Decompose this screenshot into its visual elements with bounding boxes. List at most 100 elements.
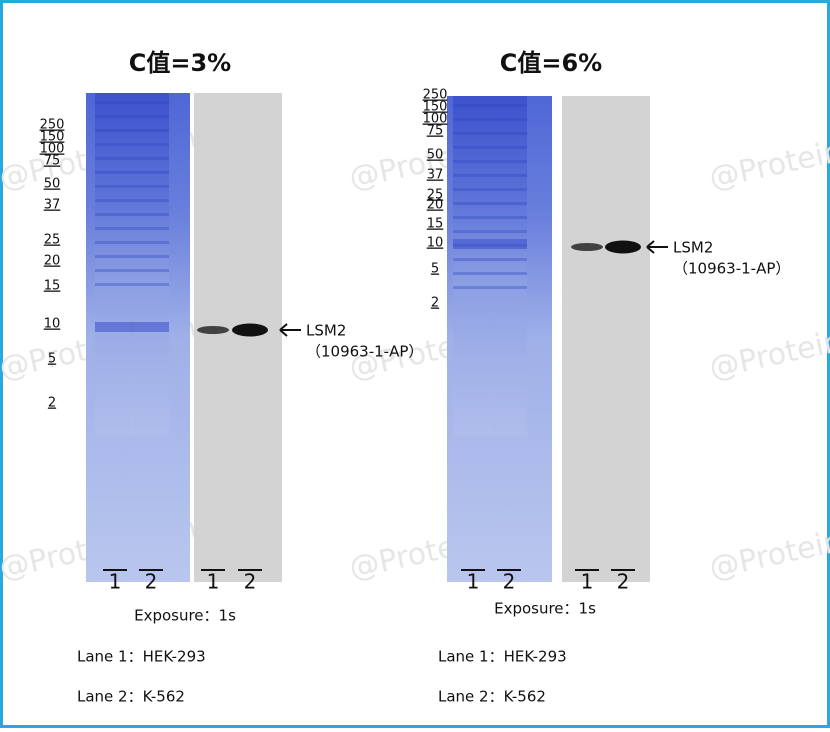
gel-band	[131, 283, 169, 286]
lane-number: 1	[207, 570, 220, 594]
gel-band	[131, 157, 169, 160]
marker-label: 37	[427, 168, 444, 183]
marker-label: 5	[431, 262, 439, 277]
marker-label: 75	[44, 154, 61, 169]
marker-label: 15	[44, 279, 61, 294]
marker-label: 150	[40, 130, 65, 145]
marker-label: 50	[44, 177, 61, 192]
marker-label: 2	[431, 296, 439, 311]
marker-label: 15	[427, 217, 444, 232]
gel-band	[489, 132, 527, 135]
gel-band	[489, 286, 527, 289]
gel-band	[131, 255, 169, 258]
marker-label: 250	[40, 118, 65, 133]
blot	[194, 93, 282, 582]
blot-band	[232, 323, 268, 337]
gel-band	[131, 241, 169, 244]
lane-number: 2	[617, 570, 630, 594]
gel-band	[95, 322, 133, 332]
gel-lane	[95, 93, 133, 436]
antibody-label: （10963-1-AP）	[306, 343, 423, 361]
exposure: Exposure：1s	[134, 607, 236, 625]
gel-band	[95, 157, 133, 160]
gel-band	[489, 188, 527, 191]
gel-band	[131, 185, 169, 188]
gel-band	[95, 213, 133, 216]
gel-band	[95, 283, 133, 286]
gel-band	[453, 104, 491, 107]
lane-legend: Lane 2：K-562	[438, 688, 546, 706]
antibody-label: （10963-1-AP）	[673, 260, 790, 278]
lane-number: 1	[109, 570, 122, 594]
gel-band	[453, 216, 491, 219]
gel-band	[95, 199, 133, 202]
lane-number: 2	[503, 570, 516, 594]
gel-band	[453, 202, 491, 205]
watermark: @Proteintech	[706, 310, 830, 386]
gel-band	[131, 101, 169, 104]
gel-band	[453, 146, 491, 149]
gel-band	[489, 104, 527, 107]
gel-band	[489, 146, 527, 149]
blot-band	[605, 240, 641, 254]
gel-band	[489, 239, 527, 249]
lane-number: 2	[145, 570, 158, 594]
blot-band	[197, 326, 229, 334]
gel-band	[95, 185, 133, 188]
gel-band	[489, 174, 527, 177]
gel-band	[453, 188, 491, 191]
gel-band	[131, 213, 169, 216]
gel-band	[131, 227, 169, 230]
band-label: LSM2	[306, 322, 346, 340]
marker-label: 250	[423, 88, 448, 103]
gel-band	[489, 118, 527, 121]
marker-label: 150	[423, 100, 448, 115]
gel-band	[453, 272, 491, 275]
gel-band	[489, 258, 527, 261]
gel-band	[453, 239, 491, 249]
marker-label: 10	[427, 236, 444, 251]
marker-label: 100	[40, 142, 65, 157]
lane-number: 1	[581, 570, 594, 594]
gel-band	[131, 115, 169, 118]
gel-band	[131, 269, 169, 272]
marker-label: 100	[423, 112, 448, 127]
arrow	[279, 323, 301, 337]
gel-band	[453, 118, 491, 121]
gel-band	[95, 101, 133, 104]
marker-label: 20	[44, 254, 61, 269]
gel-band	[453, 132, 491, 135]
gel-band	[489, 216, 527, 219]
blot	[562, 96, 650, 582]
marker-label: 2	[48, 396, 56, 411]
gel-band	[453, 286, 491, 289]
gel-band	[489, 202, 527, 205]
gel-band	[131, 322, 169, 332]
gel-band	[95, 241, 133, 244]
gel-band	[131, 143, 169, 146]
gel-band	[131, 129, 169, 132]
marker-label: 5	[48, 352, 56, 367]
arrow	[646, 240, 668, 254]
gel-band	[131, 171, 169, 174]
blot-band	[571, 243, 603, 251]
gel-band	[95, 115, 133, 118]
gel-lane	[131, 93, 169, 436]
lane-legend: Lane 2：K-562	[77, 688, 185, 706]
gel-band	[453, 230, 491, 233]
exposure: Exposure：1s	[494, 600, 596, 618]
lane-legend: Lane 1：HEK-293	[77, 648, 206, 666]
gel-lane	[453, 96, 491, 437]
gel-band	[453, 160, 491, 163]
gel-band	[95, 143, 133, 146]
marker-label: 50	[427, 148, 444, 163]
panel-title: C值=6%	[500, 49, 602, 77]
band-label: LSM2	[673, 239, 713, 257]
gel-band	[489, 160, 527, 163]
gel-band	[95, 171, 133, 174]
marker-label: 25	[427, 188, 444, 203]
watermark: @Proteintech	[706, 510, 830, 586]
lane-number: 2	[244, 570, 257, 594]
